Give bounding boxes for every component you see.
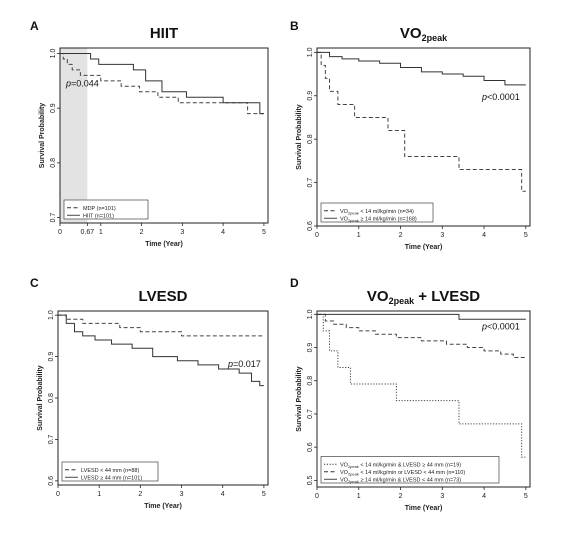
chart-title: LVESD xyxy=(139,288,188,305)
shaded-region xyxy=(60,48,88,223)
x-tick-label: 1 xyxy=(357,493,361,500)
y-tick-label: 1.0 xyxy=(307,47,314,57)
y-axis-label: Survival Probability xyxy=(39,103,46,168)
plot-frame xyxy=(59,47,269,224)
x-tick-label: 2 xyxy=(399,232,403,239)
legend-entry: VO2peak ≥ 14 ml/kg/min & LVESD < 44 mm (… xyxy=(340,477,461,484)
legend-box xyxy=(320,456,500,484)
legend-entry: VO2peak < 14 ml/kg/min or LVESD < 44 mm … xyxy=(340,470,465,477)
x-axis-label: Time (Year) xyxy=(145,241,183,248)
chart-title: VO2peak + LVESD xyxy=(367,288,480,306)
y-tick-label: 0.6 xyxy=(307,221,314,231)
x-tick-label: 3 xyxy=(180,491,184,498)
y-axis-label: Survival Probability xyxy=(296,366,303,431)
x-tick-label: 5 xyxy=(524,493,528,500)
panel-d: D VO2peak + LVESD 0 1 2 3 4 5 0.5 0.6 0.7 0.8 0.9 1.0… xyxy=(290,276,531,512)
legend-box xyxy=(63,199,149,220)
p-value: p<0.0001 xyxy=(481,321,520,331)
y-tick-label: 1.0 xyxy=(307,309,314,319)
survival-curve xyxy=(317,313,526,358)
panel-letter: C xyxy=(30,276,39,290)
x-tick-label: 0.67 xyxy=(81,229,95,236)
y-tick-label: 0.7 xyxy=(307,178,314,188)
y-tick-label: 0.6 xyxy=(48,476,55,486)
y-tick-label: 0.9 xyxy=(307,343,314,353)
x-tick-label: 2 xyxy=(140,229,144,236)
y-tick-label: 0.8 xyxy=(50,158,57,168)
x-tick-label: 4 xyxy=(482,493,486,500)
plot-frame xyxy=(316,47,531,227)
y-axis-label: Survival Probability xyxy=(296,104,303,169)
panel-a: A HIIT 0 0.67 1 2 3 4 5 0.7 0.8 0.9 1.0 Time (Year) Su… xyxy=(30,19,269,248)
x-axis-label: Time (Year) xyxy=(405,505,443,512)
x-tick-label: 0 xyxy=(315,232,319,239)
panel-letter: D xyxy=(290,276,299,290)
x-tick-label: 1 xyxy=(97,491,101,498)
y-tick-label: 0.9 xyxy=(307,91,314,101)
plot-frame xyxy=(316,310,531,488)
legend-entry: MDP (n=101) xyxy=(83,206,116,212)
survival-curve xyxy=(317,313,526,458)
x-tick-label: 5 xyxy=(524,232,528,239)
y-tick-label: 0.7 xyxy=(48,434,55,444)
y-axis-label: Survival Probability xyxy=(37,365,44,430)
survival-curve xyxy=(317,313,526,320)
survival-curve xyxy=(60,52,264,115)
y-tick-label: 1.0 xyxy=(48,310,55,320)
y-tick-label: 0.6 xyxy=(307,442,314,452)
p-value: p=0.017 xyxy=(227,359,261,369)
survival-curve xyxy=(58,314,264,387)
y-tick-label: 1.0 xyxy=(50,48,57,58)
x-tick-label: 2 xyxy=(138,491,142,498)
y-tick-label: 0.9 xyxy=(50,103,57,113)
x-tick-label: 3 xyxy=(180,229,184,236)
x-tick-label: 4 xyxy=(221,491,225,498)
x-axis-label: Time (Year) xyxy=(144,503,182,510)
legend-box xyxy=(61,461,159,482)
y-tick-label: 0.7 xyxy=(50,213,57,223)
x-tick-label: 1 xyxy=(99,229,103,236)
x-tick-label: 2 xyxy=(399,493,403,500)
panel-c: C LVESD 0 1 2 3 4 5 0.6 0.7 0.8 0.9 1.0 Time (Year) Su… xyxy=(30,276,269,510)
y-tick-label: 0.8 xyxy=(307,134,314,144)
x-tick-label: 4 xyxy=(221,229,225,236)
x-tick-label: 3 xyxy=(440,232,444,239)
chart-title: VO2peak xyxy=(400,25,448,43)
survival-curve xyxy=(58,314,264,337)
x-tick-label: 1 xyxy=(357,232,361,239)
y-tick-label: 0.9 xyxy=(48,352,55,362)
legend-entry: HIIT (n=101) xyxy=(83,213,114,219)
legend-entry: VO2peak < 14 ml/kg/min & LVESD ≥ 44 mm (… xyxy=(340,462,461,469)
panel-b: B VO2peak 0 1 2 3 4 5 0.6 0.7 0.8 0.9 1.0 Time (Year)… xyxy=(290,19,531,251)
survival-curve xyxy=(317,51,526,86)
legend-entry: VO2peak < 14 ml/kg/min (n=34) xyxy=(340,209,414,216)
legend-box xyxy=(320,202,434,223)
x-tick-label: 0 xyxy=(58,229,62,236)
y-tick-label: 0.8 xyxy=(307,376,314,386)
panel-letter: A xyxy=(30,19,39,33)
x-tick-label: 0 xyxy=(56,491,60,498)
y-tick-label: 0.7 xyxy=(307,409,314,419)
x-axis-label: Time (Year) xyxy=(405,244,443,251)
panel-letter: B xyxy=(290,19,299,33)
legend-entry: VO2peak ≥ 14 ml/kg/min (n=168) xyxy=(340,216,417,223)
plot-frame xyxy=(57,310,269,486)
x-tick-label: 0 xyxy=(315,493,319,500)
chart-title: HIIT xyxy=(150,25,178,42)
x-tick-label: 4 xyxy=(482,232,486,239)
p-value: p<0.0001 xyxy=(481,92,520,102)
y-tick-label: 0.8 xyxy=(48,393,55,403)
y-tick-label: 0.5 xyxy=(307,475,314,485)
survival-curve xyxy=(317,51,526,192)
x-tick-label: 5 xyxy=(262,229,266,236)
x-tick-label: 5 xyxy=(262,491,266,498)
legend-entry: LVESD < 44 mm (n=88) xyxy=(81,468,139,474)
x-tick-label: 3 xyxy=(440,493,444,500)
p-value: p=0.044 xyxy=(65,78,99,88)
legend-entry: LVESD ≥ 44 mm (n=101) xyxy=(81,475,142,481)
survival-curve xyxy=(60,52,264,115)
